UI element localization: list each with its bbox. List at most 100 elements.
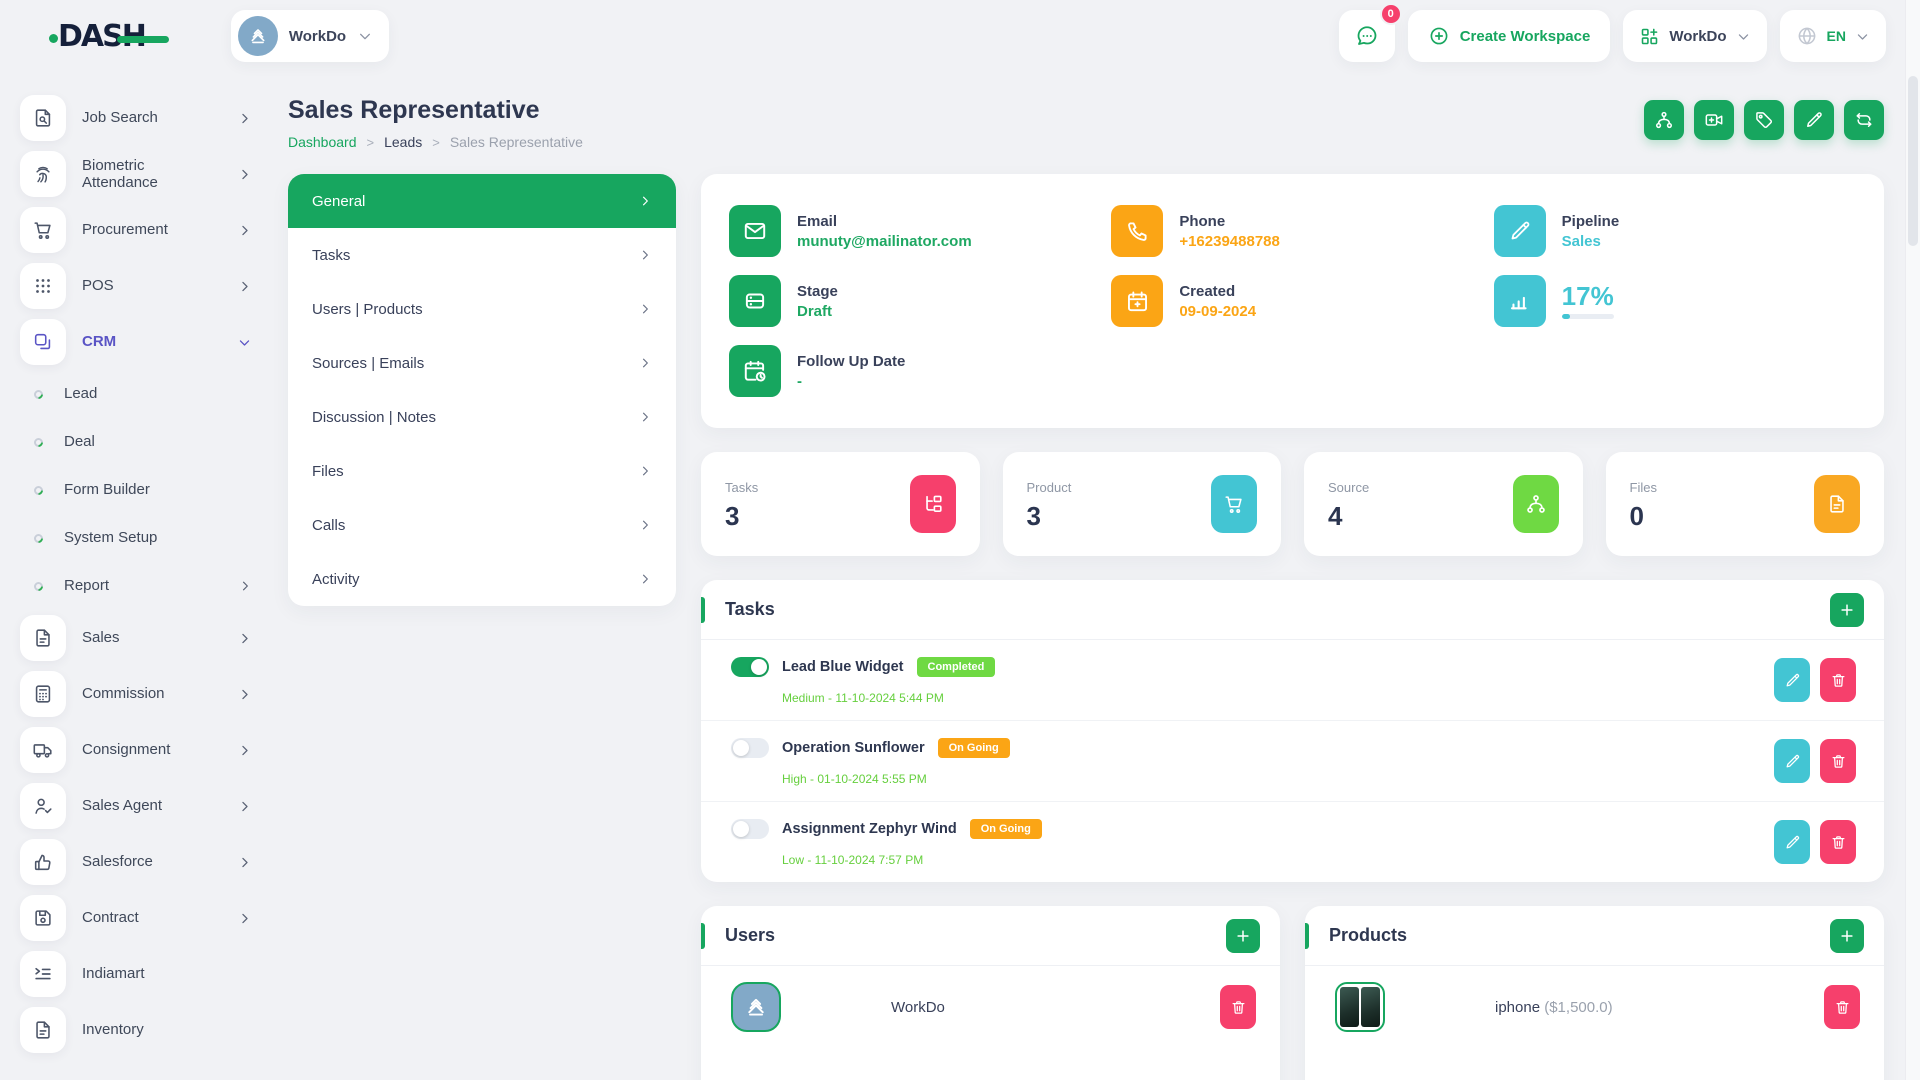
sidebar-item-commission[interactable]: Commission [20, 666, 252, 722]
tag-icon [1754, 110, 1774, 130]
account-menu[interactable]: WorkDo [1623, 10, 1767, 62]
sidebar-item-label: Indiamart [82, 965, 145, 983]
sidebar-subitem-form-builder[interactable]: Form Builder [20, 466, 252, 514]
add-product-button[interactable] [1830, 918, 1864, 953]
sidebar-subitem-report[interactable]: Report [20, 562, 252, 610]
sidebar-item-salesforce[interactable]: Salesforce [20, 834, 252, 890]
tab-discussion-notes[interactable]: Discussion | Notes [288, 390, 676, 444]
sidebar-subitem-lead[interactable]: Lead [20, 370, 252, 418]
pen-icon [1493, 205, 1546, 257]
logo-bar-icon [116, 35, 169, 43]
stat-product: Product 3 [1002, 452, 1281, 556]
sidebar-item-label: Biometric Attendance [82, 156, 158, 191]
breadcrumb-dashboard[interactable]: Dashboard [288, 134, 357, 150]
messages-button[interactable]: 0 [1338, 3, 1402, 62]
add-call-button[interactable] [1694, 100, 1734, 140]
sidebar-item-consignment[interactable]: Consignment [20, 722, 252, 778]
sidebar-item-sales-agent[interactable]: Sales Agent [20, 778, 252, 834]
chevron-right-icon [237, 911, 252, 926]
field-label: Email [797, 212, 838, 230]
sidebar-item-biometric-attendance[interactable]: Biometric Attendance [20, 146, 252, 202]
breadcrumb-leads[interactable]: Leads [384, 134, 423, 150]
tab-tasks[interactable]: Tasks [288, 228, 676, 282]
delete-task-button[interactable] [1820, 739, 1856, 783]
labels-button[interactable] [1744, 100, 1784, 140]
edit-task-button[interactable] [1774, 658, 1810, 702]
convert-to-deal-button[interactable] [1844, 100, 1884, 140]
sidebar-item-contract[interactable]: Contract [20, 890, 252, 946]
tab-general[interactable]: General [288, 174, 676, 228]
field-follow-up-date: Follow Up Date - [729, 336, 1091, 406]
cart-icon [1211, 475, 1257, 533]
tab-files[interactable]: Files [288, 444, 676, 498]
add-task-button[interactable] [1830, 592, 1864, 627]
bullet-icon [32, 531, 45, 545]
sidebar-item-job-search[interactable]: Job Search [20, 90, 252, 146]
delete-task-button[interactable] [1820, 658, 1856, 702]
stat-label: Files [1629, 479, 1657, 495]
chevron-right-icon [638, 248, 652, 262]
plus-circle-icon [1428, 25, 1450, 47]
edit-task-button[interactable] [1774, 820, 1810, 864]
task-complete-toggle[interactable] [731, 819, 769, 839]
sidebar-subitem-deal[interactable]: Deal [20, 418, 252, 466]
remove-user-button[interactable] [1220, 985, 1256, 1029]
video-plus-icon [1704, 110, 1724, 130]
workspace-switcher[interactable]: WorkDo [230, 10, 390, 62]
manage-sources-button[interactable] [1644, 100, 1684, 140]
sitemap-icon [1512, 475, 1559, 533]
sidebar-item-procurement[interactable]: Procurement [20, 202, 252, 258]
task-status-badge: On Going [969, 819, 1042, 839]
edit-task-button[interactable] [1774, 739, 1810, 783]
sitemap-icon [1654, 110, 1674, 130]
user-check-icon [20, 783, 66, 829]
envelope-icon [729, 205, 781, 257]
tab-activity[interactable]: Activity [288, 552, 676, 606]
task-status-badge: On Going [937, 738, 1010, 758]
page-title: Sales Representative [288, 96, 540, 124]
scrollbar-thumb[interactable] [1908, 76, 1918, 246]
add-user-button[interactable] [1226, 918, 1260, 953]
sidebar-item-inventory[interactable]: Inventory [20, 1002, 252, 1058]
messages-count-badge: 0 [1379, 3, 1402, 25]
create-workspace-button[interactable]: Create Workspace [1407, 10, 1611, 62]
field-label: Follow Up Date [797, 352, 906, 370]
sidebar-subitem-label: System Setup [64, 529, 158, 547]
progress-value: 17% [1561, 281, 1614, 311]
field-label: Created [1179, 282, 1236, 300]
tab-users-products[interactable]: Users | Products [288, 282, 676, 336]
sidebar: Job Search Biometric Attendance Procurem… [0, 72, 272, 1080]
product-name: iphone ($1,500.0) [1495, 998, 1613, 1016]
sidebar-item-crm[interactable]: CRM [20, 314, 252, 370]
remove-product-button[interactable] [1824, 985, 1860, 1029]
fingerprint-icon [20, 151, 66, 197]
task-complete-toggle[interactable] [731, 738, 769, 758]
sidebar-item-sales[interactable]: Sales [20, 610, 252, 666]
app-logo[interactable]: DASH [49, 19, 169, 54]
sidebar-item-indiamart[interactable]: Indiamart [20, 946, 252, 1002]
chevron-right-icon [237, 687, 252, 702]
field-value: Sales [1561, 232, 1601, 250]
page-actions [1644, 96, 1884, 140]
tab-calls[interactable]: Calls [288, 498, 676, 552]
task-complete-toggle[interactable] [731, 657, 769, 677]
lead-overview-card: Email munuty@mailinator.com Phone +16239… [701, 174, 1884, 428]
sidebar-subitem-system-setup[interactable]: System Setup [20, 514, 252, 562]
lead-section-menu: General Tasks Users | Products Sources |… [288, 174, 676, 606]
sidebar-item-pos[interactable]: POS [20, 258, 252, 314]
breadcrumb-separator: > [366, 134, 375, 150]
field-pipeline: Pipeline Sales [1493, 196, 1856, 266]
delete-task-button[interactable] [1820, 820, 1856, 864]
breadcrumb-separator: > [432, 134, 440, 150]
stats-row: Tasks 3 Product 3 Sour [701, 452, 1884, 556]
workspace-name: WorkDo [288, 27, 347, 45]
user-avatar [731, 982, 781, 1032]
language-selector[interactable]: EN [1779, 10, 1886, 62]
scrollbar[interactable] [1905, 0, 1920, 1080]
tab-sources-emails[interactable]: Sources | Emails [288, 336, 676, 390]
bullet-icon [32, 483, 45, 497]
product-image [1335, 982, 1385, 1032]
chevron-right-icon [238, 579, 252, 593]
sidebar-subitem-label: Form Builder [64, 481, 150, 499]
edit-lead-button[interactable] [1794, 100, 1834, 140]
